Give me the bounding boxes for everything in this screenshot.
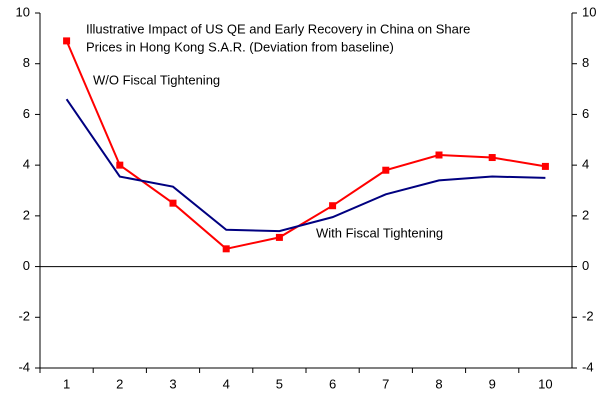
- point-marker: [435, 151, 443, 159]
- chart-title: Prices in Hong Kong S.A.R. (Deviation fr…: [86, 39, 394, 54]
- point-marker: [222, 245, 230, 253]
- point-marker: [382, 166, 390, 174]
- y2-tick-label: 4: [582, 157, 589, 172]
- series-line: [65, 98, 546, 233]
- y-tick-label: -4: [18, 359, 30, 374]
- x-tick-label: 1: [63, 376, 70, 391]
- y2-tick-label: 6: [582, 106, 589, 121]
- chart-title: Illustrative Impact of US QE and Early R…: [86, 21, 470, 36]
- y-tick-label: 0: [23, 258, 30, 273]
- x-tick-label: 8: [435, 376, 442, 391]
- x-tick-label: 7: [382, 376, 389, 391]
- x-tick-label: 5: [276, 376, 283, 391]
- y-tick-label: -2: [18, 309, 30, 324]
- series-label: With Fiscal Tightening: [316, 225, 443, 240]
- y-tick-label: 8: [23, 55, 30, 70]
- y2-tick-label: 2: [582, 207, 589, 222]
- y2-tick-label: -4: [582, 359, 594, 374]
- y-tick-label: 10: [16, 4, 30, 19]
- y2-tick-label: -2: [582, 309, 594, 324]
- y-tick-label: 2: [23, 207, 30, 222]
- x-tick-label: 10: [538, 376, 552, 391]
- x-tick-label: 2: [116, 376, 123, 391]
- y-tick-label: 4: [23, 157, 30, 172]
- point-marker: [116, 161, 124, 169]
- y2-tick-label: 0: [582, 258, 589, 273]
- point-marker: [169, 199, 177, 207]
- x-tick-label: 6: [329, 376, 336, 391]
- x-tick-label: 4: [223, 376, 230, 391]
- y2-tick-label: 8: [582, 55, 589, 70]
- y-tick-label: 6: [23, 106, 30, 121]
- point-marker: [329, 202, 337, 210]
- x-tick-label: 9: [489, 376, 496, 391]
- point-marker: [488, 154, 496, 162]
- series-label: W/O Fiscal Tightening: [93, 72, 220, 87]
- point-marker: [541, 162, 549, 170]
- point-marker: [63, 37, 71, 45]
- series-line: [65, 40, 546, 250]
- y2-tick-label: 10: [582, 4, 596, 19]
- x-tick-label: 3: [169, 376, 176, 391]
- point-marker: [275, 233, 283, 241]
